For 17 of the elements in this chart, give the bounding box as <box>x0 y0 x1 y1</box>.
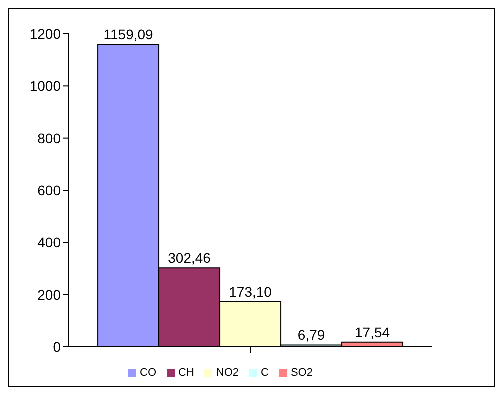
legend-label: CH <box>178 367 194 379</box>
legend-label: C <box>261 367 269 379</box>
y-tick-label: 1000 <box>30 78 62 94</box>
y-tick-label: 1200 <box>30 26 62 42</box>
data-label: 173,10 <box>229 284 272 300</box>
y-tick-label: 800 <box>38 130 62 146</box>
data-label: 6,79 <box>298 327 326 344</box>
data-label: 17,54 <box>355 324 390 340</box>
y-tick-label: 600 <box>38 182 62 198</box>
data-label: 1159,09 <box>104 26 154 43</box>
legend-label: CO <box>140 367 156 379</box>
data-label: 302,46 <box>168 250 212 266</box>
y-tick-label: 200 <box>38 286 62 303</box>
y-tick-label: 400 <box>38 234 62 251</box>
legend-label: SO2 <box>290 367 313 379</box>
y-tick-label: 0 <box>53 338 62 355</box>
legend-label: NO2 <box>216 367 240 379</box>
